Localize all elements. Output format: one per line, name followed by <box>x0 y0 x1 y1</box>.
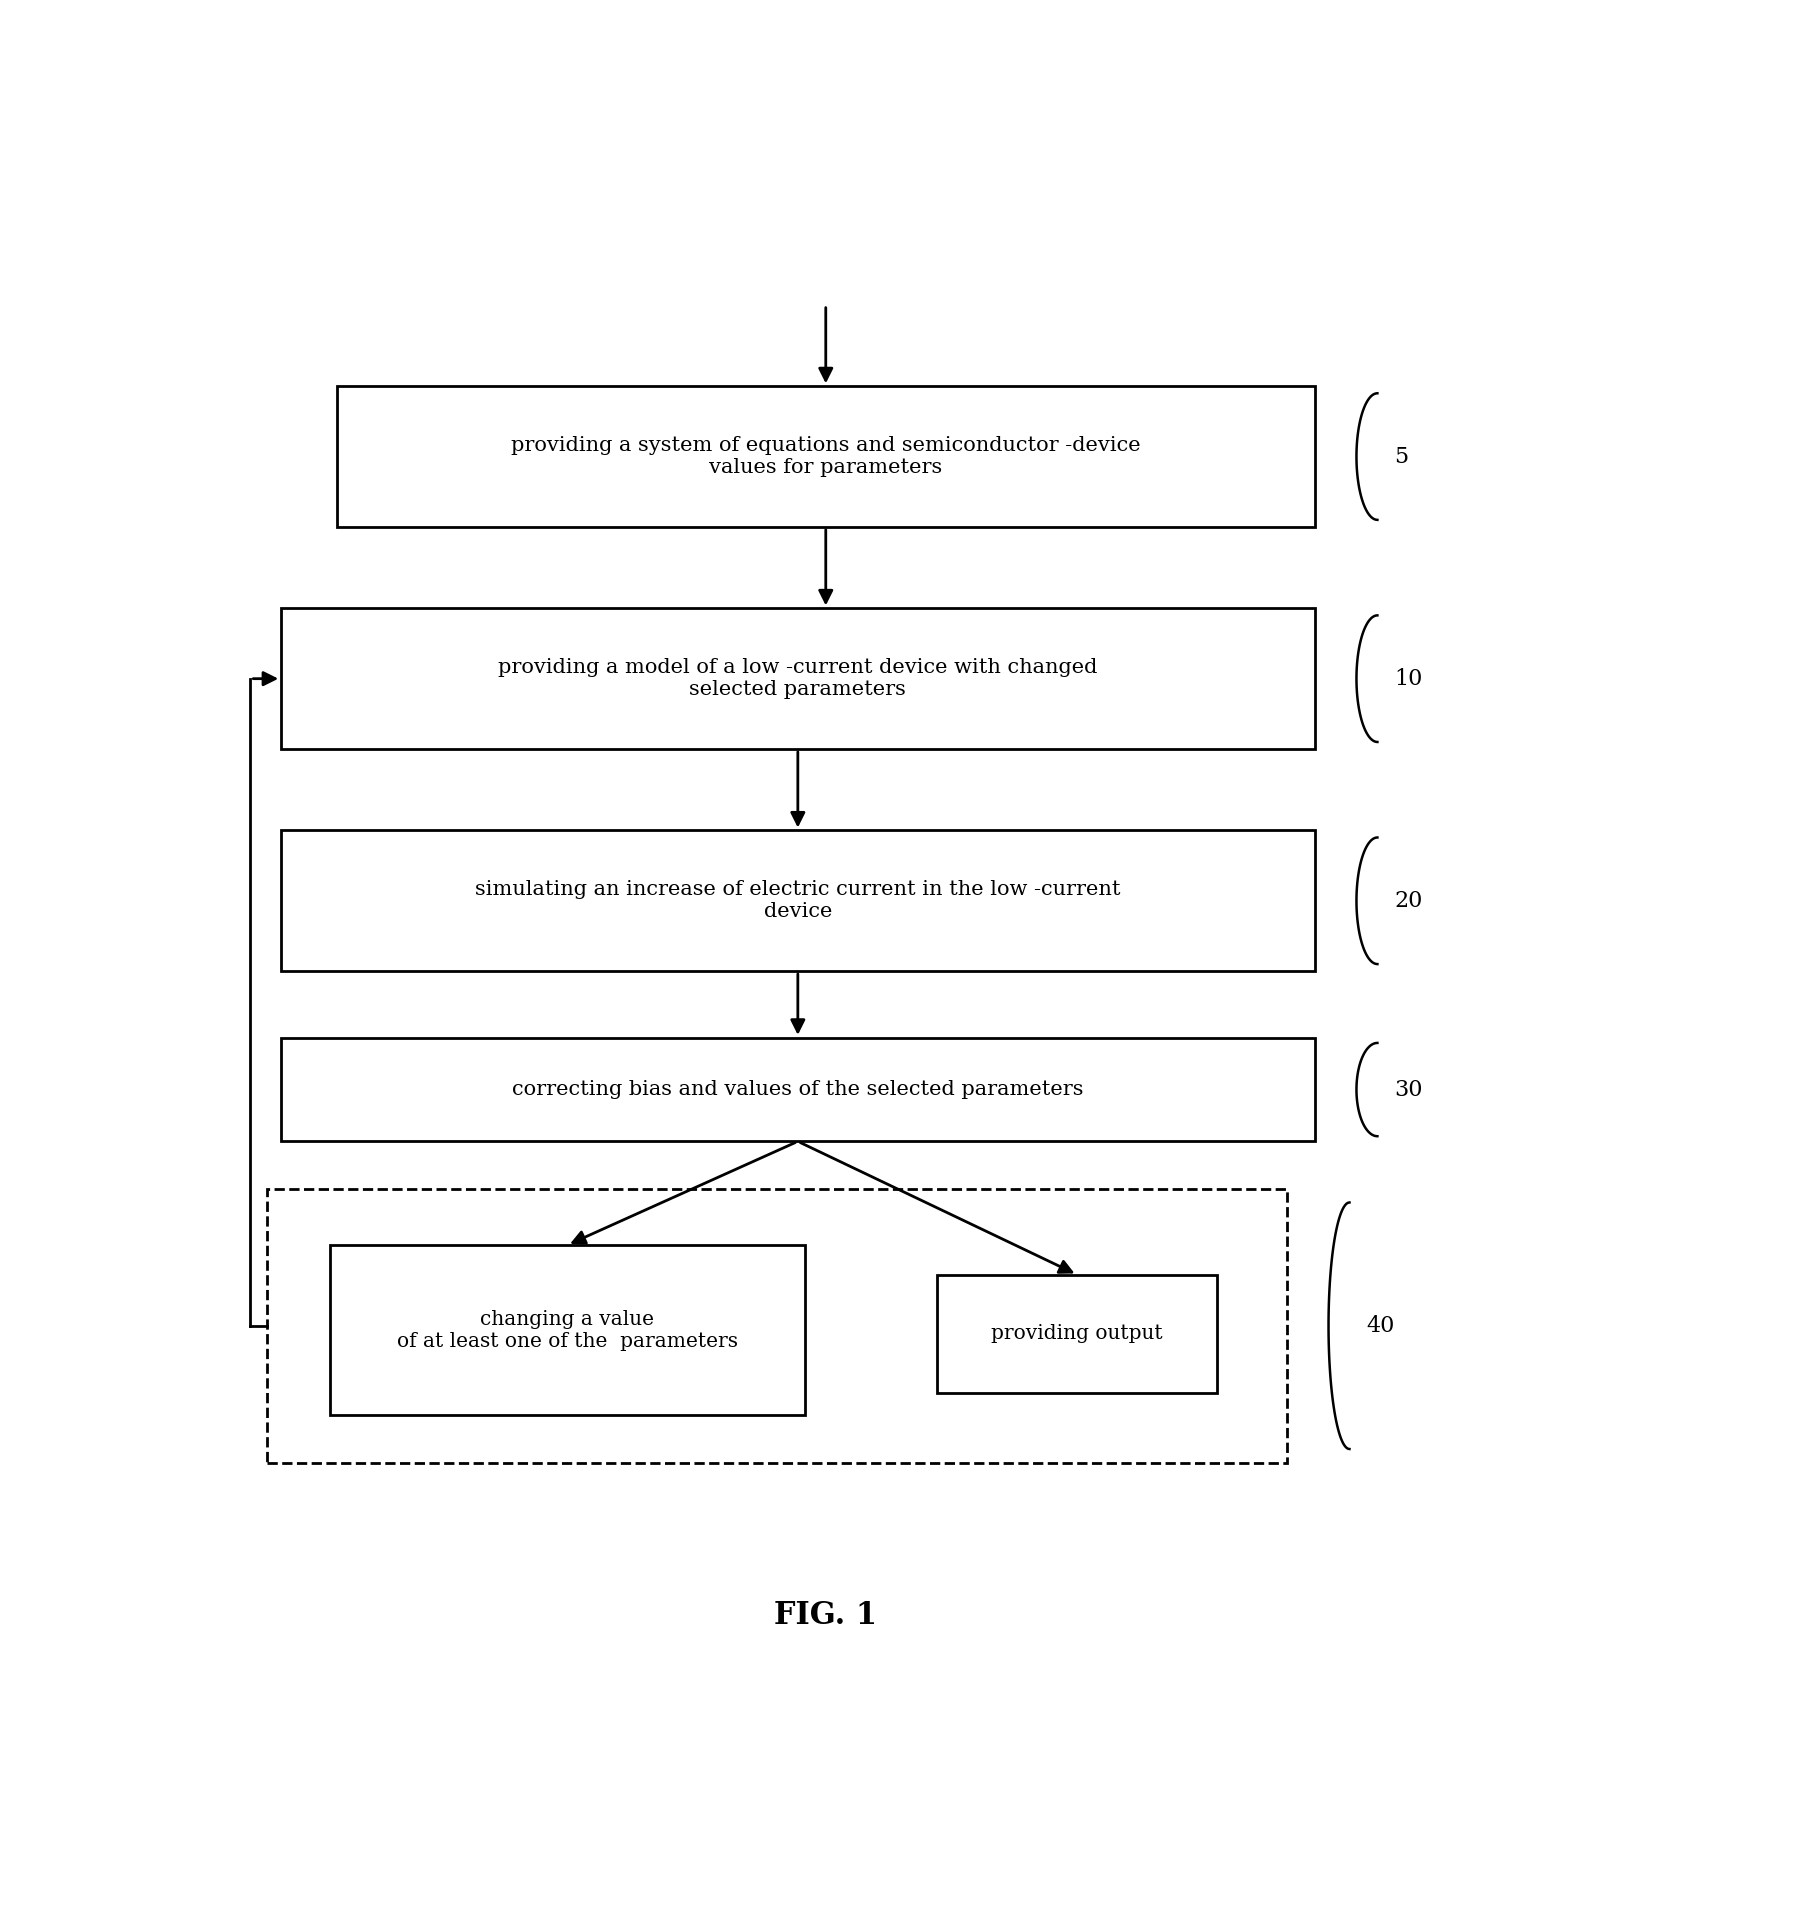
Text: changing a value
of at least one of the  parameters: changing a value of at least one of the … <box>396 1310 737 1350</box>
FancyBboxPatch shape <box>337 387 1314 527</box>
FancyBboxPatch shape <box>937 1275 1216 1392</box>
Text: FIG. 1: FIG. 1 <box>775 1600 878 1631</box>
Text: 10: 10 <box>1395 667 1422 690</box>
Text: providing a system of equations and semiconductor -device
values for parameters: providing a system of equations and semi… <box>512 437 1141 477</box>
Text: 5: 5 <box>1395 446 1409 467</box>
Text: providing output: providing output <box>991 1325 1162 1344</box>
FancyBboxPatch shape <box>281 1038 1315 1142</box>
Text: providing a model of a low -current device with changed
selected parameters: providing a model of a low -current devi… <box>497 658 1097 700</box>
Text: correcting bias and values of the selected parameters: correcting bias and values of the select… <box>512 1081 1083 1100</box>
Text: 20: 20 <box>1395 890 1422 912</box>
FancyBboxPatch shape <box>330 1244 805 1415</box>
FancyBboxPatch shape <box>267 1188 1287 1463</box>
FancyBboxPatch shape <box>281 608 1315 748</box>
Text: 30: 30 <box>1395 1079 1422 1100</box>
Text: simulating an increase of electric current in the low -current
device: simulating an increase of electric curre… <box>476 881 1121 921</box>
Text: 40: 40 <box>1366 1315 1395 1336</box>
FancyBboxPatch shape <box>281 831 1315 971</box>
